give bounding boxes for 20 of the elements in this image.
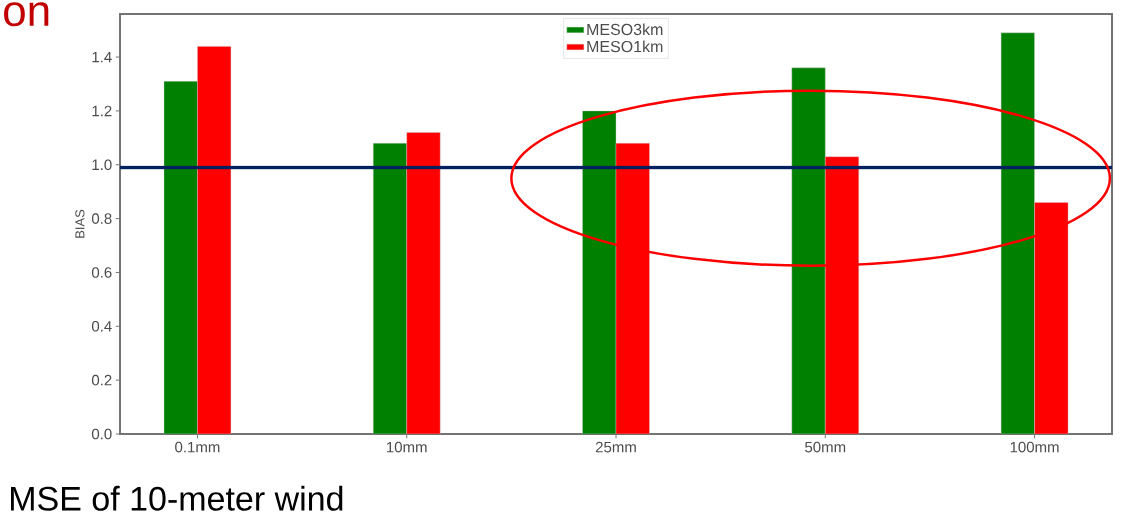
y-tick-label: 0.0 bbox=[91, 428, 112, 440]
x-tick-label: 10mm bbox=[387, 441, 427, 453]
y-tick-label: 0.8 bbox=[91, 213, 112, 224]
x-tick-label: 50mm bbox=[805, 441, 846, 453]
x-tick-label: 100mm bbox=[1010, 441, 1059, 453]
legend-label: MESO3km bbox=[587, 23, 663, 36]
bar bbox=[197, 46, 232, 434]
bar bbox=[406, 132, 441, 434]
x-tick-label: 25mm bbox=[595, 441, 636, 453]
y-tick-label: 1.4 bbox=[92, 51, 112, 63]
text: MSE of 10-meter wind bbox=[11, 485, 343, 511]
y-tick-label: 0.4 bbox=[91, 320, 112, 332]
chart-title: on bbox=[4, 2, 49, 27]
y-tick-label: 0.2 bbox=[91, 374, 112, 386]
y-tick-label: 0.6 bbox=[91, 267, 112, 278]
y-tick-label: 1.0 bbox=[92, 159, 112, 171]
legend-label: MESO1km bbox=[587, 40, 663, 53]
x-tick-label: 0.1mm bbox=[175, 441, 220, 453]
y-tick-label: 1.2 bbox=[92, 105, 112, 117]
y-axis-title: BIAS bbox=[75, 209, 85, 238]
